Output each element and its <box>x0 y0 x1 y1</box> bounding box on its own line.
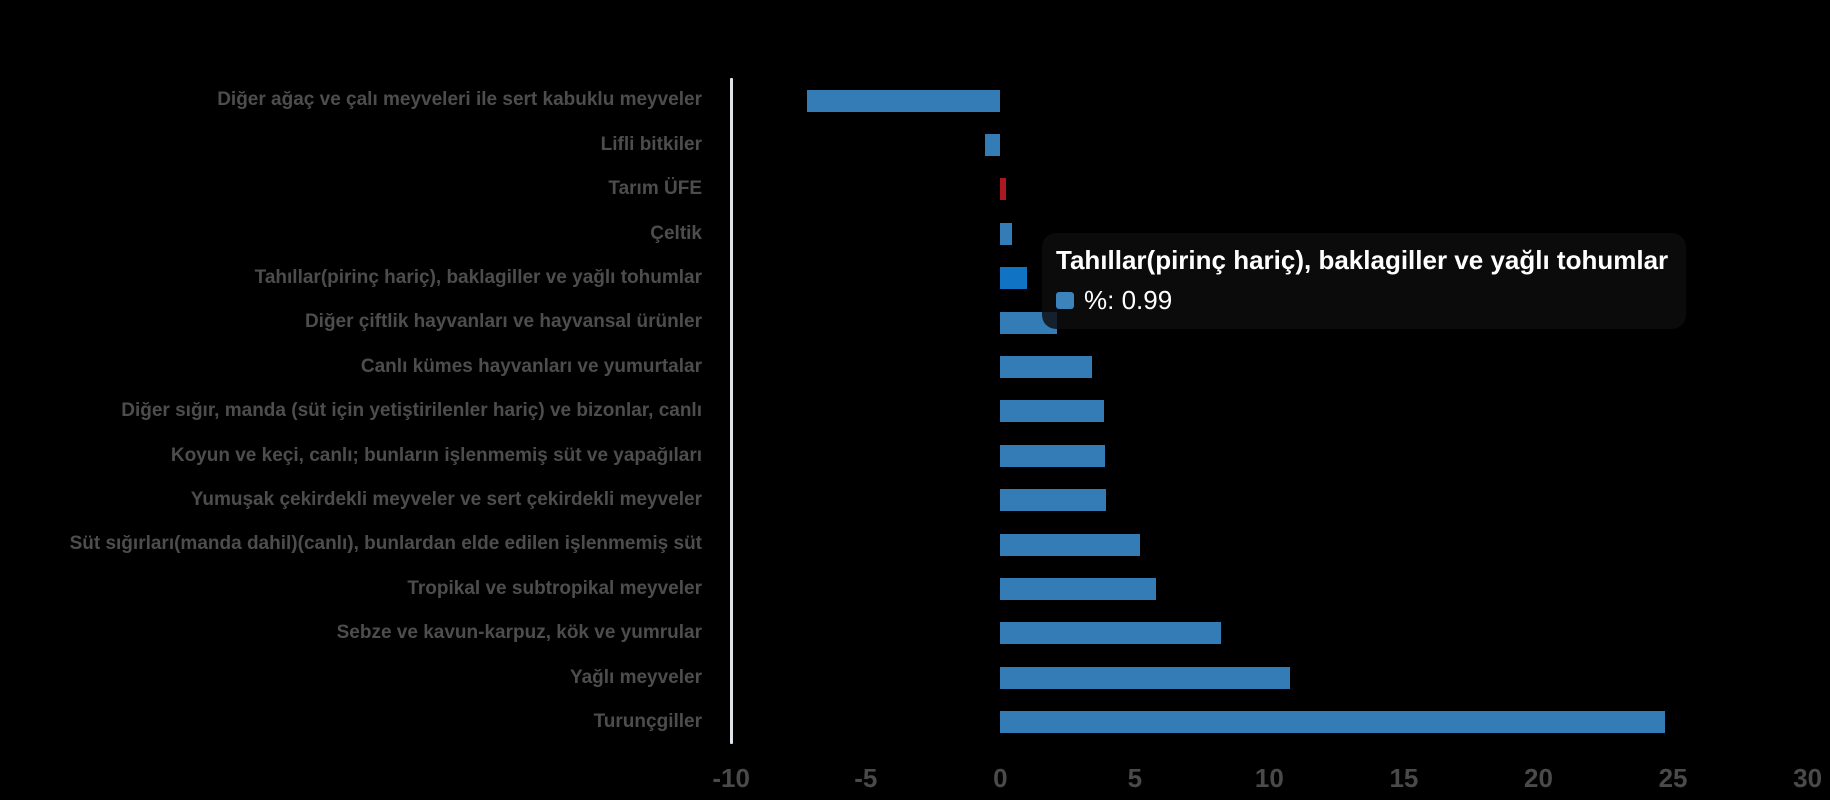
category-label: Lifli bitkiler <box>600 133 702 155</box>
tooltip-value: %: 0.99 <box>1084 285 1173 315</box>
category-label: Turunçgiller <box>593 711 702 733</box>
chart-bar[interactable] <box>1000 444 1105 467</box>
x-tick-label: -10 <box>712 763 750 793</box>
x-tick-label: 25 <box>1658 763 1688 793</box>
chart-bar[interactable] <box>1000 622 1221 645</box>
chart-bar[interactable] <box>1000 355 1092 378</box>
tooltip: Tahıllar(pirinç hariç), baklagiller ve y… <box>1042 233 1687 329</box>
tooltip-value-row: %: 0.99 <box>1056 285 1668 315</box>
y-axis-line <box>729 78 733 745</box>
x-tick-label: 20 <box>1524 763 1553 793</box>
category-label: Tahıllar(pirinç hariç), baklagiller ve y… <box>254 266 702 288</box>
category-label: Tropikal ve subtropikal meyveler <box>407 577 702 599</box>
tooltip-title: Tahıllar(pirinç hariç), baklagiller ve y… <box>1056 245 1669 275</box>
category-label: Sebze ve kavun-karpuz, kök ve yumrular <box>336 622 702 644</box>
chart-bar[interactable] <box>985 133 1001 156</box>
category-label: Koyun ve keçi, canlı; bunların işlenmemi… <box>170 444 702 466</box>
x-tick-label: 5 <box>1127 763 1143 793</box>
category-label: Yağlı meyveler <box>569 666 702 688</box>
chart-bar[interactable] <box>1000 178 1006 201</box>
chart-bar[interactable] <box>1000 666 1291 689</box>
x-tick-label: 0 <box>993 763 1008 793</box>
category-label: Diğer çiftlik hayvanları ve hayvansal ür… <box>304 311 702 333</box>
category-label: Süt sığırları(manda dahil)(canlı), bunla… <box>69 533 702 555</box>
chart-bar[interactable] <box>806 89 1001 112</box>
category-label: Çeltik <box>650 222 702 244</box>
chart-bar[interactable] <box>1000 489 1106 512</box>
category-label: Tarım ÜFE <box>608 178 702 200</box>
category-label: Diğer sığır, manda (süt için yetiştirile… <box>121 400 702 422</box>
chart-bar[interactable] <box>1000 267 1027 290</box>
category-label: Canlı kümes hayvanları ve yumurtalar <box>360 355 702 377</box>
category-label: Yumuşak çekirdekli meyveler ve sert çeki… <box>190 488 702 510</box>
chart-bar[interactable] <box>1000 711 1665 734</box>
series-marker-icon <box>1056 291 1074 309</box>
x-tick-label: 30 <box>1793 763 1823 793</box>
x-tick-label: 15 <box>1389 763 1419 793</box>
chart-bar[interactable] <box>1000 578 1157 600</box>
x-tick-label: -5 <box>854 763 878 793</box>
chart-bar[interactable] <box>1000 533 1140 556</box>
chart-bar[interactable] <box>1000 222 1012 245</box>
chart-bar[interactable] <box>1000 400 1104 423</box>
category-label: Diğer ağaç ve çalı meyveleri ile sert ka… <box>217 89 702 111</box>
x-tick-label: 10 <box>1254 763 1284 793</box>
